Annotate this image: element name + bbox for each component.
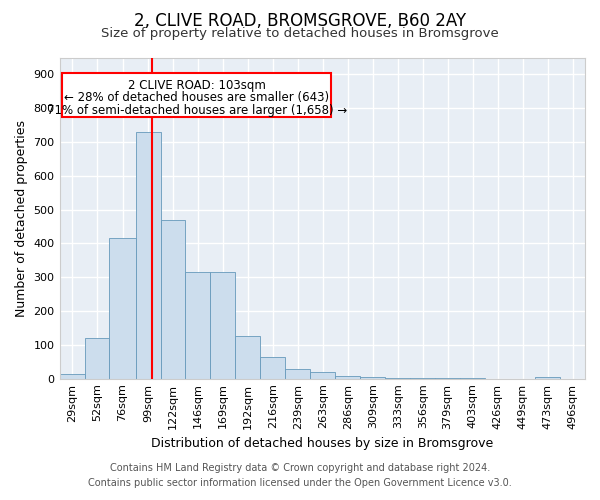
Text: 2, CLIVE ROAD, BROMSGROVE, B60 2AY: 2, CLIVE ROAD, BROMSGROVE, B60 2AY (134, 12, 466, 30)
X-axis label: Distribution of detached houses by size in Bromsgrove: Distribution of detached houses by size … (151, 437, 493, 450)
Text: 2 CLIVE ROAD: 103sqm: 2 CLIVE ROAD: 103sqm (128, 79, 266, 92)
Bar (161, 220, 185, 378)
Text: Contains HM Land Registry data © Crown copyright and database right 2024.
Contai: Contains HM Land Registry data © Crown c… (88, 462, 512, 487)
Bar (360, 377, 385, 378)
Text: 71% of semi-detached houses are larger (1,658) →: 71% of semi-detached houses are larger (… (47, 104, 347, 117)
Y-axis label: Number of detached properties: Number of detached properties (15, 120, 28, 316)
Bar (335, 376, 360, 378)
Bar (136, 132, 161, 378)
Bar (310, 372, 335, 378)
Bar (211, 272, 235, 378)
Bar (85, 338, 109, 378)
Bar (235, 336, 260, 378)
Text: ← 28% of detached houses are smaller (643): ← 28% of detached houses are smaller (64… (64, 92, 329, 104)
Bar (260, 356, 286, 378)
Bar (185, 272, 211, 378)
Bar (535, 377, 560, 378)
Bar (109, 238, 136, 378)
FancyBboxPatch shape (62, 72, 331, 117)
Bar (286, 369, 310, 378)
Text: Size of property relative to detached houses in Bromsgrove: Size of property relative to detached ho… (101, 28, 499, 40)
Bar (59, 374, 85, 378)
